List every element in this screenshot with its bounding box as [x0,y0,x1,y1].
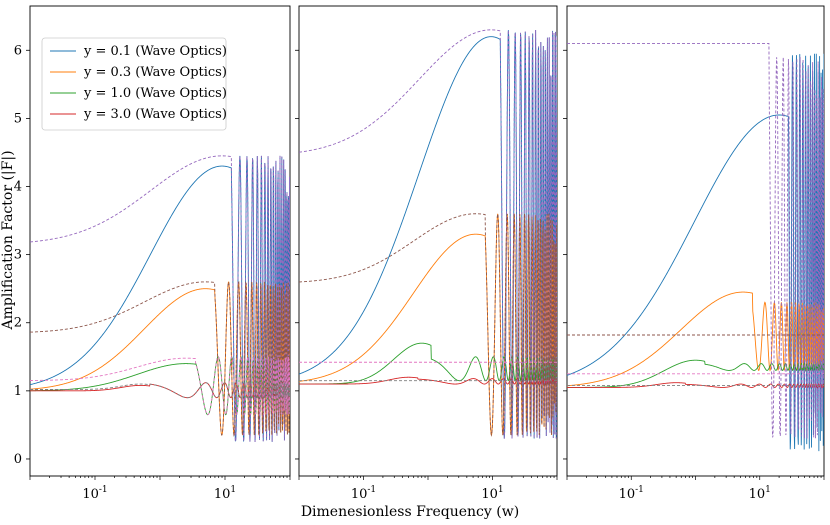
legend: y = 0.1 (Wave Optics) y = 0.3 (Wave Optic… [41,37,227,131]
legend-label: y = 0.1 (Wave Optics) [83,44,227,59]
series-line [299,342,557,385]
series-line [30,355,290,416]
series-line [567,53,824,452]
series-line [299,213,557,437]
y-tick-label: 5 [14,111,22,126]
legend-label: y = 1.0 (Wave Optics) [83,86,227,101]
y-tick-label: 1 [14,384,22,399]
series-line [30,355,290,416]
x-axis-label: Dimenesionless Frequency (w) [301,504,519,520]
y-tick-label: 4 [14,180,22,195]
series-group [567,43,824,452]
x-tick-label: 10-1 [82,485,107,502]
legend-frame [41,37,227,131]
series-line [567,382,824,390]
series-group [30,155,290,442]
x-tick-label: 101 [749,485,771,502]
series-line [30,281,290,437]
y-tick-label: 2 [14,316,22,331]
y-axis-label: Amplification Factor (|F|) [0,150,16,330]
series-line [567,359,824,388]
x-tick-label: 101 [214,485,236,502]
y-tick-label: 3 [14,248,22,263]
panel-2: 10-1 101 [295,5,558,502]
series-line [299,376,557,386]
legend-label: y = 0.3 (Wave Optics) [83,65,227,80]
legend-label: y = 3.0 (Wave Optics) [83,107,227,122]
x-tick-label: 10-1 [351,485,376,502]
y-tick-label: 6 [14,43,22,58]
y-tick-label: 0 [14,452,22,467]
panel-3: 10-1 101 [563,5,825,502]
series-line [30,381,290,399]
series-group [299,29,557,439]
series-line [567,43,824,439]
series-line [299,29,557,439]
series-line [30,281,290,437]
x-tick-label: 10-1 [619,485,644,502]
series-line [30,155,290,442]
x-tick-label: 101 [481,485,503,502]
